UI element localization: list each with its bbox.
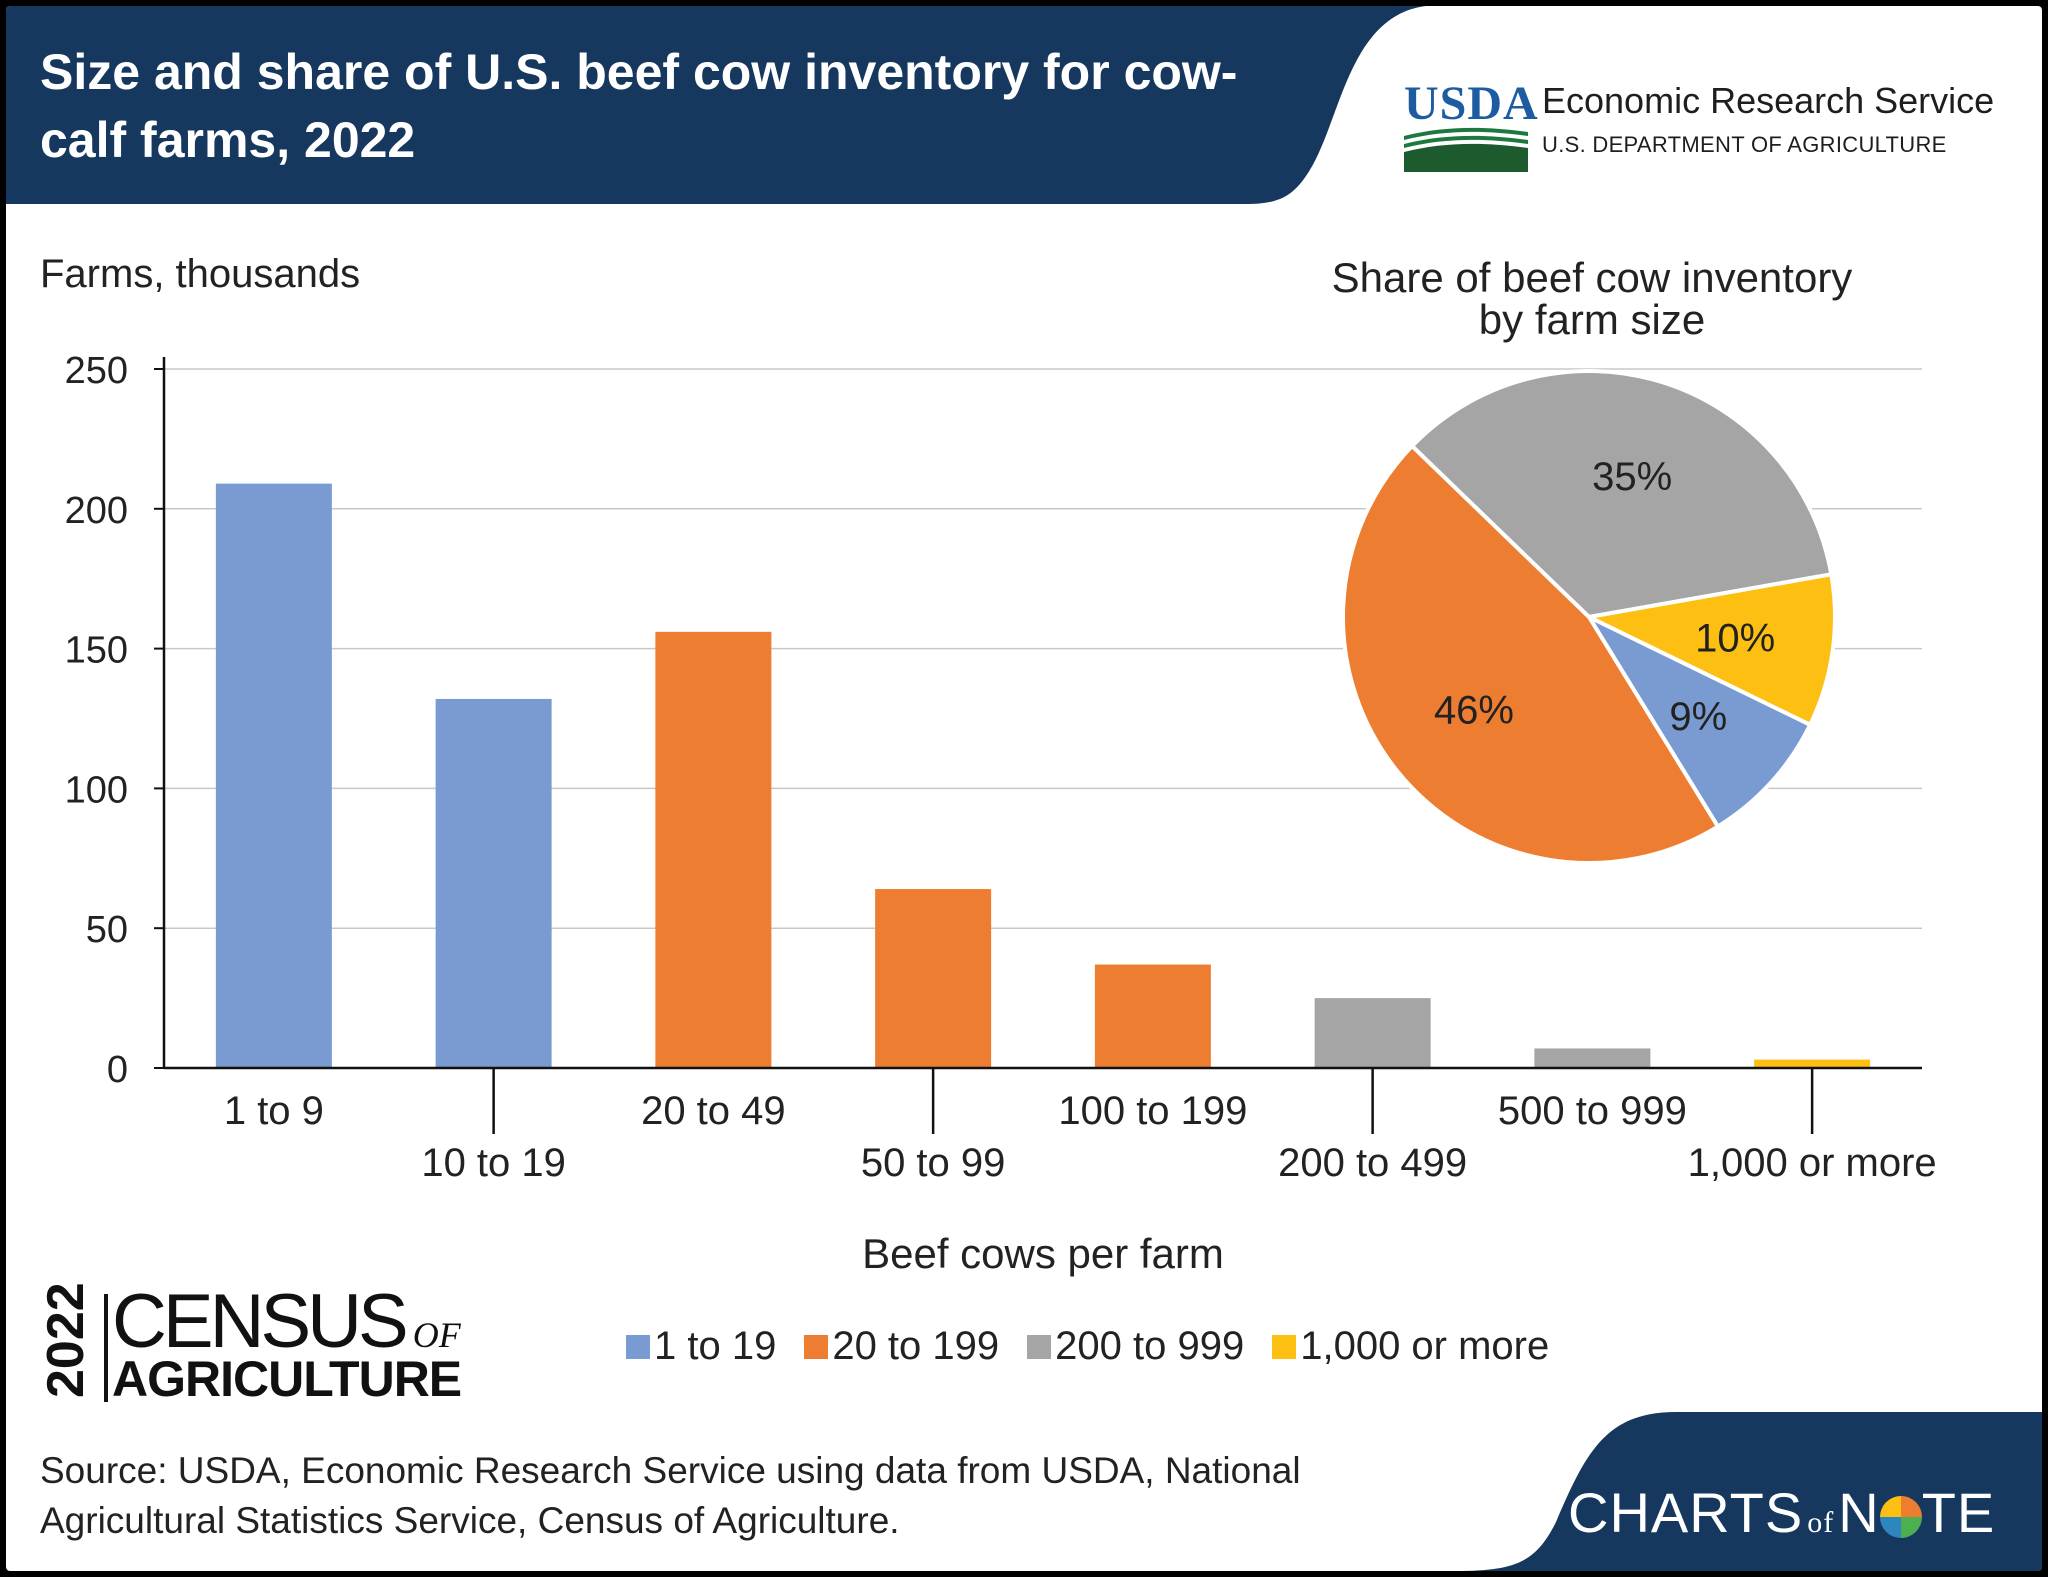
charts-of-note-logo: CHARTS ofN TE	[1568, 1480, 1995, 1545]
legend-item: 1 to 19	[626, 1324, 776, 1369]
census-year: 2022	[37, 1282, 95, 1398]
charts-te-text: TE	[1921, 1481, 1996, 1544]
pie-slice	[1341, 444, 1720, 865]
y-tick-label: 50	[86, 909, 128, 951]
census-word: CENSUS OF	[112, 1284, 461, 1373]
y-tick-label: 250	[65, 350, 128, 392]
bar	[1534, 1048, 1651, 1068]
y-tick-label: 150	[65, 630, 128, 672]
legend-swatch-yellow	[1272, 1334, 1297, 1359]
legend-swatch-orange	[804, 1334, 829, 1359]
x-axis-label: Beef cows per farm	[862, 1230, 1224, 1277]
bar	[1754, 1059, 1871, 1068]
pie-slice-label: 46%	[1434, 688, 1514, 732]
pie-slice-label: 10%	[1695, 617, 1775, 661]
census-agriculture-word: AGRICULTURE	[112, 1351, 462, 1407]
x-tick-label: 10 to 19	[421, 1141, 566, 1185]
usda-ers-logo: USDA Economic Research Service U.S. DEPA…	[1396, 66, 2036, 176]
legend: 1 to 19 20 to 199 200 to 999 1,000 or mo…	[626, 1324, 1549, 1369]
pie-slice	[1587, 572, 1837, 727]
bar	[875, 889, 992, 1068]
x-tick-label: 1 to 9	[224, 1089, 324, 1133]
census-of-agriculture-logo: 2022 CENSUS OF AGRICULTURE	[37, 1282, 500, 1412]
chart-card: Size and share of U.S. beef cow inventor…	[6, 6, 2042, 1571]
pie-slice-label: 9%	[1669, 695, 1727, 739]
x-tick-label: 100 to 199	[1058, 1089, 1247, 1133]
legend-item: 200 to 999	[1027, 1324, 1244, 1369]
legend-item: 20 to 199	[804, 1324, 999, 1369]
usda-logo-text: USDA	[1404, 77, 1539, 130]
charts-n-text: N	[1838, 1481, 1880, 1544]
pie-o-icon	[1879, 1496, 1922, 1539]
chart-title: Size and share of U.S. beef cow inventor…	[40, 44, 1238, 168]
legend-swatch-blue	[626, 1334, 650, 1359]
x-tick-label: 200 to 499	[1278, 1141, 1467, 1185]
legend-label: 20 to 199	[832, 1324, 1000, 1368]
pie-title: Share of beef cow inventory	[1332, 254, 1853, 301]
census-word-text: CENSUS	[112, 1279, 409, 1364]
legend-item: 1,000 or more	[1272, 1324, 1549, 1369]
bar	[435, 698, 552, 1068]
census-of-text: OF	[412, 1315, 461, 1355]
y-tick-label: 100	[65, 769, 128, 811]
legend-label: 1 to 19	[654, 1324, 777, 1368]
usda-logo-mark-icon	[1404, 127, 1528, 172]
bar	[655, 631, 772, 1068]
charts-of-text: of	[1807, 1506, 1835, 1539]
agency-name: Economic Research Service	[1542, 80, 1995, 121]
y-tick-label: 0	[107, 1049, 128, 1091]
bar	[1094, 964, 1211, 1068]
header-band	[6, 6, 1426, 204]
pie-slice-label: 35%	[1592, 455, 1672, 499]
bar	[215, 483, 332, 1068]
source-note: Source: USDA, Economic Research Service …	[40, 1450, 1301, 1541]
census-divider	[104, 1294, 108, 1402]
pie-slice	[1410, 369, 1834, 619]
y-tick-label: 200	[65, 490, 128, 532]
legend-swatch-gray	[1027, 1334, 1052, 1359]
y-axis-label: Farms, thousands	[40, 252, 361, 296]
legend-label: 200 to 999	[1055, 1324, 1245, 1368]
legend-label: 1,000 or more	[1300, 1324, 1550, 1368]
charts-text: CHARTS	[1568, 1481, 1804, 1544]
pie-title: by farm size	[1479, 296, 1705, 343]
x-tick-label: 500 to 999	[1498, 1089, 1687, 1133]
x-tick-label: 50 to 99	[861, 1141, 1006, 1185]
pie-slice	[1587, 615, 1813, 829]
chart-canvas: 0 50 100 150 200 250 1 to 9 10 to 19 20 to 49 50 …	[65, 254, 1937, 1277]
x-tick-label: 1,000 or more	[1688, 1141, 1937, 1185]
agency-department: U.S. DEPARTMENT OF AGRICULTURE	[1542, 132, 1947, 157]
x-tick-label: 20 to 49	[641, 1089, 786, 1133]
bar	[1314, 998, 1431, 1068]
